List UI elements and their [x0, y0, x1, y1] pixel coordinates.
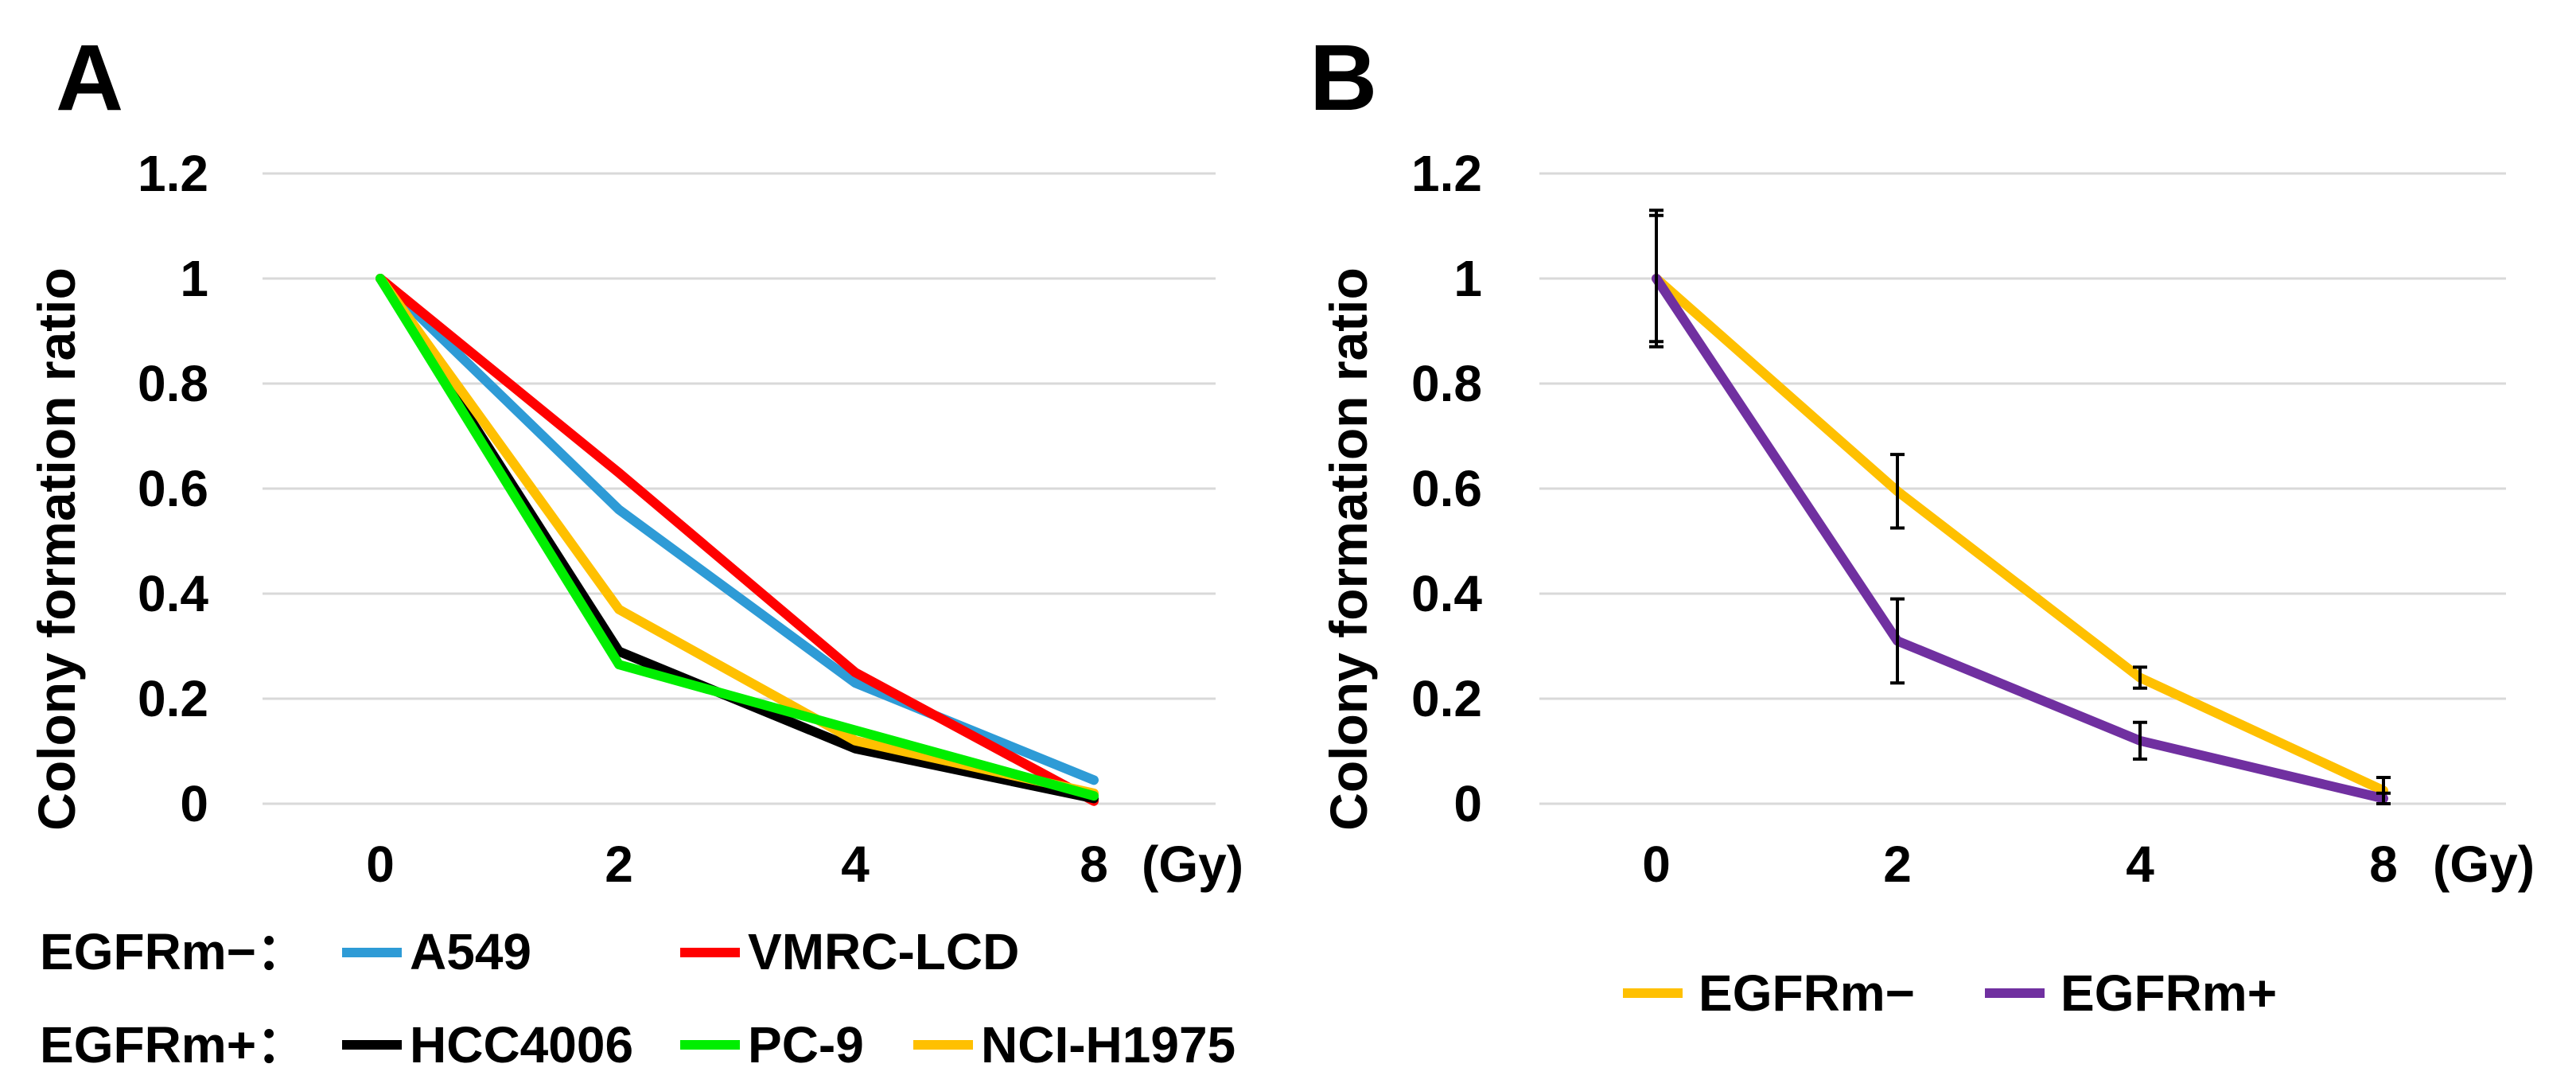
series-line-egfrm-neg [1652, 274, 2388, 796]
y-tick-label: 1.2 [138, 145, 208, 202]
x-tick-label: 2 [1883, 836, 1912, 893]
series-line-egfrm-pos [1652, 274, 2388, 804]
chart-panel-a: A 0 0.2 0.4 0.6 0.8 1 1.2 0 2 4 8 (Gy) Colony for… [27, 25, 1243, 1073]
error-bar [2376, 791, 2391, 805]
x-tick-label: 2 [605, 836, 633, 893]
y-tick-label: 0.4 [138, 565, 208, 622]
x-unit-label-b: (Gy) [2433, 836, 2535, 893]
x-tick-label: 4 [2126, 836, 2154, 893]
legend-group-label-egfrm-pos: EGFRm+： [40, 1016, 307, 1073]
y-tick-label: 0.4 [1411, 565, 1482, 622]
legend-a: EGFRm−： A549 VMRC-LCD EGFRm+： HCC4006 PC… [40, 923, 1235, 1073]
legend-label-pc-9: PC-9 [748, 1016, 864, 1073]
y-tick-label: 0.8 [1411, 355, 1482, 412]
y-tick-labels-a: 0 0.2 0.4 0.6 0.8 1 1.2 [138, 145, 208, 832]
legend-label-vmrc-lcd: VMRC-LCD [748, 923, 1019, 980]
error-bar [2133, 720, 2147, 761]
y-tick-label: 1.2 [1411, 145, 1482, 202]
y-tick-label: 1 [180, 250, 208, 307]
error-bars-b [1649, 208, 2391, 805]
y-axis-title-b: Colony formation ratio [1319, 267, 1378, 831]
legend-label-hcc4006: HCC4006 [410, 1016, 633, 1073]
y-tick-label: 0.2 [1411, 670, 1482, 727]
y-tick-label: 0.2 [138, 670, 208, 727]
error-bar [1890, 453, 1905, 530]
y-tick-label: 0 [180, 775, 208, 832]
legend-label-egfrm-neg: EGFRm− [1699, 964, 1915, 1022]
error-bar [2133, 665, 2147, 690]
legend-label-egfrm-pos: EGFRm+ [2060, 964, 2277, 1022]
legend-b: EGFRm− EGFRm+ [1623, 964, 2277, 1022]
series-line-vmrc-lcd [376, 274, 1099, 806]
error-bar [1649, 213, 1664, 344]
panel-label-a: A [56, 25, 123, 131]
gridlines-b [1539, 172, 2506, 805]
x-tick-label: 8 [1080, 836, 1108, 893]
error-bar [1890, 597, 1905, 685]
legend-group-label-egfrm-neg: EGFRm−： [40, 923, 307, 980]
y-tick-labels-b: 0 0.2 0.4 0.6 0.8 1 1.2 [1411, 145, 1482, 832]
x-tick-label: 0 [1642, 836, 1671, 893]
series-line-nci-h1975 [376, 274, 1099, 798]
x-tick-label: 0 [366, 836, 395, 893]
x-tick-labels-a: 0 2 4 8 [366, 836, 1108, 893]
series-line-pc-9 [376, 274, 1099, 801]
series-lines-a [376, 274, 1099, 806]
x-tick-label: 4 [841, 836, 870, 893]
chart-panel-b: B 0 0.2 0.4 0.6 0.8 1 1.2 0 2 4 8 (Gy) Colony for… [1309, 25, 2535, 1022]
panel-label-b: B [1309, 25, 1377, 131]
series-lines-b [1652, 274, 2388, 804]
legend-label-a549: A549 [410, 923, 531, 980]
x-tick-label: 8 [2369, 836, 2398, 893]
gridlines-a [263, 172, 1216, 805]
y-tick-label: 0.6 [138, 460, 208, 517]
x-unit-label-a: (Gy) [1142, 836, 1243, 893]
y-tick-label: 0.6 [1411, 460, 1482, 517]
x-tick-labels-b: 0 2 4 8 [1642, 836, 2398, 893]
legend-label-nci-h1975: NCI-H1975 [981, 1016, 1235, 1073]
series-line-hcc4006 [376, 274, 1099, 804]
y-tick-label: 0 [1453, 775, 1482, 832]
y-tick-label: 1 [1453, 250, 1482, 307]
y-tick-label: 0.8 [138, 355, 208, 412]
y-axis-title-a: Colony formation ratio [27, 267, 86, 831]
